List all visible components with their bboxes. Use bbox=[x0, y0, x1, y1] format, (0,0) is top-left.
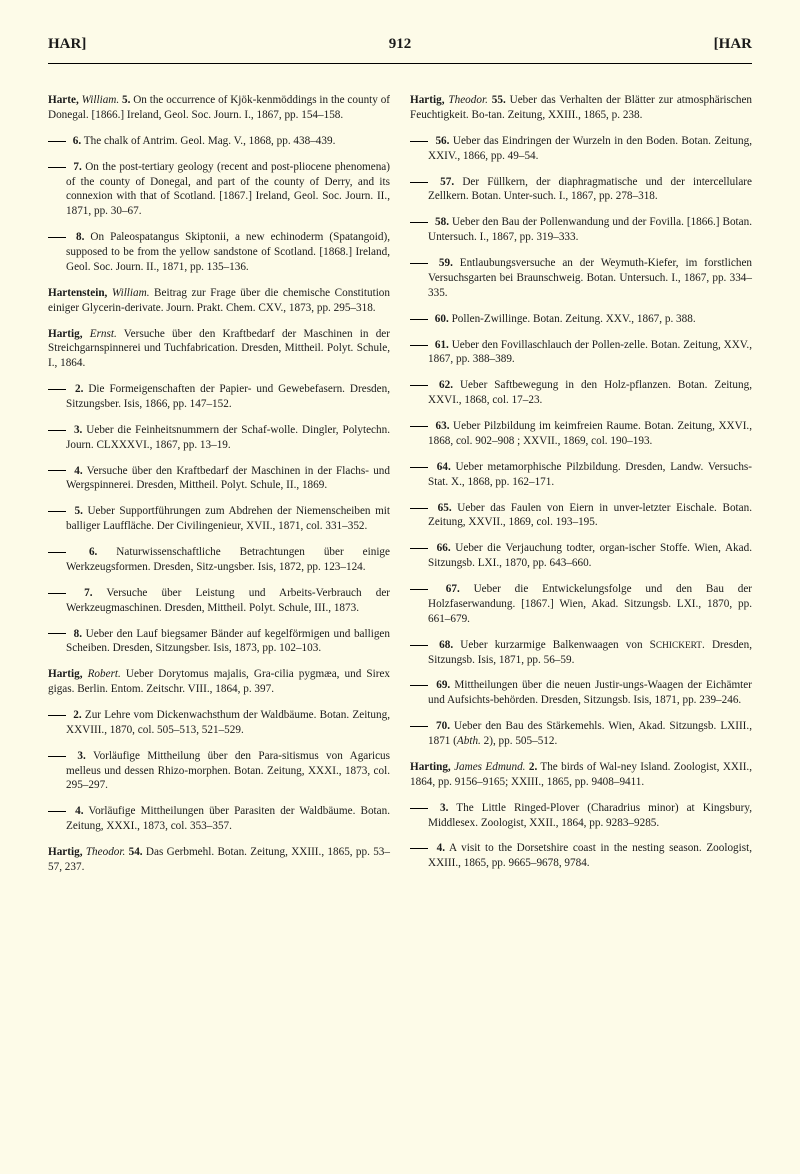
bibliography-sub-entry: 6. Naturwissenschaftliche Betrachtungen … bbox=[48, 545, 390, 575]
bibliography-sub-entry: 7. Versuche über Leistung und Arbeits-Ve… bbox=[48, 586, 390, 616]
bibliography-main-entry: Hartig, Theodor. 54. Das Gerbmehl. Botan… bbox=[48, 845, 390, 875]
left-column: Harte, William. 5. On the occurrence of … bbox=[48, 82, 390, 877]
bibliography-main-entry: Hartig, Theodor. 55. Ueber das Verhalten… bbox=[410, 93, 752, 123]
bibliography-sub-entry: 62. Ueber Saftbewegung in den Holz-pflan… bbox=[410, 378, 752, 408]
bibliography-main-entry: Hartenstein, William. Beitrag zur Frage … bbox=[48, 286, 390, 316]
bibliography-sub-entry: 8. Ueber den Lauf biegsamer Bänder auf k… bbox=[48, 627, 390, 657]
bibliography-sub-entry: 3. Ueber die Feinheitsnummern der Schaf-… bbox=[48, 423, 390, 453]
bibliography-sub-entry: 3. The Little Ringed-Plover (Charadrius … bbox=[410, 801, 752, 831]
header-center: 912 bbox=[389, 36, 412, 53]
bibliography-sub-entry: 64. Ueber metamorphische Pilzbildung. Dr… bbox=[410, 460, 752, 490]
header-left: HAR] bbox=[48, 36, 86, 53]
bibliography-sub-entry: 8. On Paleospatangus Skiptonii, a new ec… bbox=[48, 230, 390, 274]
bibliography-sub-entry: 60. Pollen-Zwillinge. Botan. Zeitung. XX… bbox=[410, 312, 752, 327]
bibliography-sub-entry: 4. Vorläufige Mittheilungen über Parasit… bbox=[48, 804, 390, 834]
bibliography-sub-entry: 63. Ueber Pilzbildung im keimfreien Raum… bbox=[410, 419, 752, 449]
bibliography-main-entry: Harte, William. 5. On the occurrence of … bbox=[48, 93, 390, 123]
bibliography-sub-entry: 67. Ueber die Entwickelungsfolge und den… bbox=[410, 582, 752, 626]
bibliography-sub-entry: 2. Zur Lehre vom Dickenwachsthum der Wal… bbox=[48, 708, 390, 738]
bibliography-main-entry: Harting, James Edmund. 2. The birds of W… bbox=[410, 760, 752, 790]
bibliography-sub-entry: 69. Mittheilungen über die neuen Justir-… bbox=[410, 678, 752, 708]
bibliography-sub-entry: 66. Ueber die Verjauchung todter, organ-… bbox=[410, 541, 752, 571]
bibliography-sub-entry: 6. The chalk of Antrim. Geol. Mag. V., 1… bbox=[48, 134, 390, 149]
bibliography-sub-entry: 58. Ueber den Bau der Pollenwandung und … bbox=[410, 215, 752, 245]
columns: Harte, William. 5. On the occurrence of … bbox=[48, 82, 752, 877]
bibliography-sub-entry: 61. Ueber den Fovillaschlauch der Pollen… bbox=[410, 338, 752, 368]
page-header: HAR] 912 [HAR bbox=[48, 36, 752, 53]
bibliography-sub-entry: 59. Entlaubungsversuche an der Weymuth-K… bbox=[410, 256, 752, 300]
header-rule bbox=[48, 63, 752, 64]
bibliography-sub-entry: 65. Ueber das Faulen von Eiern in unver-… bbox=[410, 501, 752, 531]
bibliography-sub-entry: 70. Ueber den Bau des Stärkemehls. Wien,… bbox=[410, 719, 752, 749]
header-right: [HAR bbox=[714, 36, 752, 53]
bibliography-sub-entry: 4. Versuche über den Kraftbedarf der Mas… bbox=[48, 464, 390, 494]
bibliography-sub-entry: 2. Die Formeigenschaften der Papier- und… bbox=[48, 382, 390, 412]
bibliography-sub-entry: 57. Der Füllkern, der diaphragmatische u… bbox=[410, 175, 752, 205]
bibliography-sub-entry: 4. A visit to the Dorsetshire coast in t… bbox=[410, 841, 752, 871]
right-column: Hartig, Theodor. 55. Ueber das Verhalten… bbox=[410, 82, 752, 877]
bibliography-sub-entry: 3. Vorläufige Mittheilung über den Para-… bbox=[48, 749, 390, 793]
bibliography-main-entry: Hartig, Ernst. Versuche über den Kraftbe… bbox=[48, 327, 390, 371]
bibliography-sub-entry: 56. Ueber das Eindringen der Wurzeln in … bbox=[410, 134, 752, 164]
bibliography-main-entry: Hartig, Robert. Ueber Dorytomus majalis,… bbox=[48, 667, 390, 697]
bibliography-sub-entry: 5. Ueber Supportführungen zum Abdrehen d… bbox=[48, 504, 390, 534]
bibliography-sub-entry: 7. On the post-tertiary geology (recent … bbox=[48, 160, 390, 219]
bibliography-sub-entry: 68. Ueber kurzarmige Balkenwaagen von SC… bbox=[410, 638, 752, 668]
